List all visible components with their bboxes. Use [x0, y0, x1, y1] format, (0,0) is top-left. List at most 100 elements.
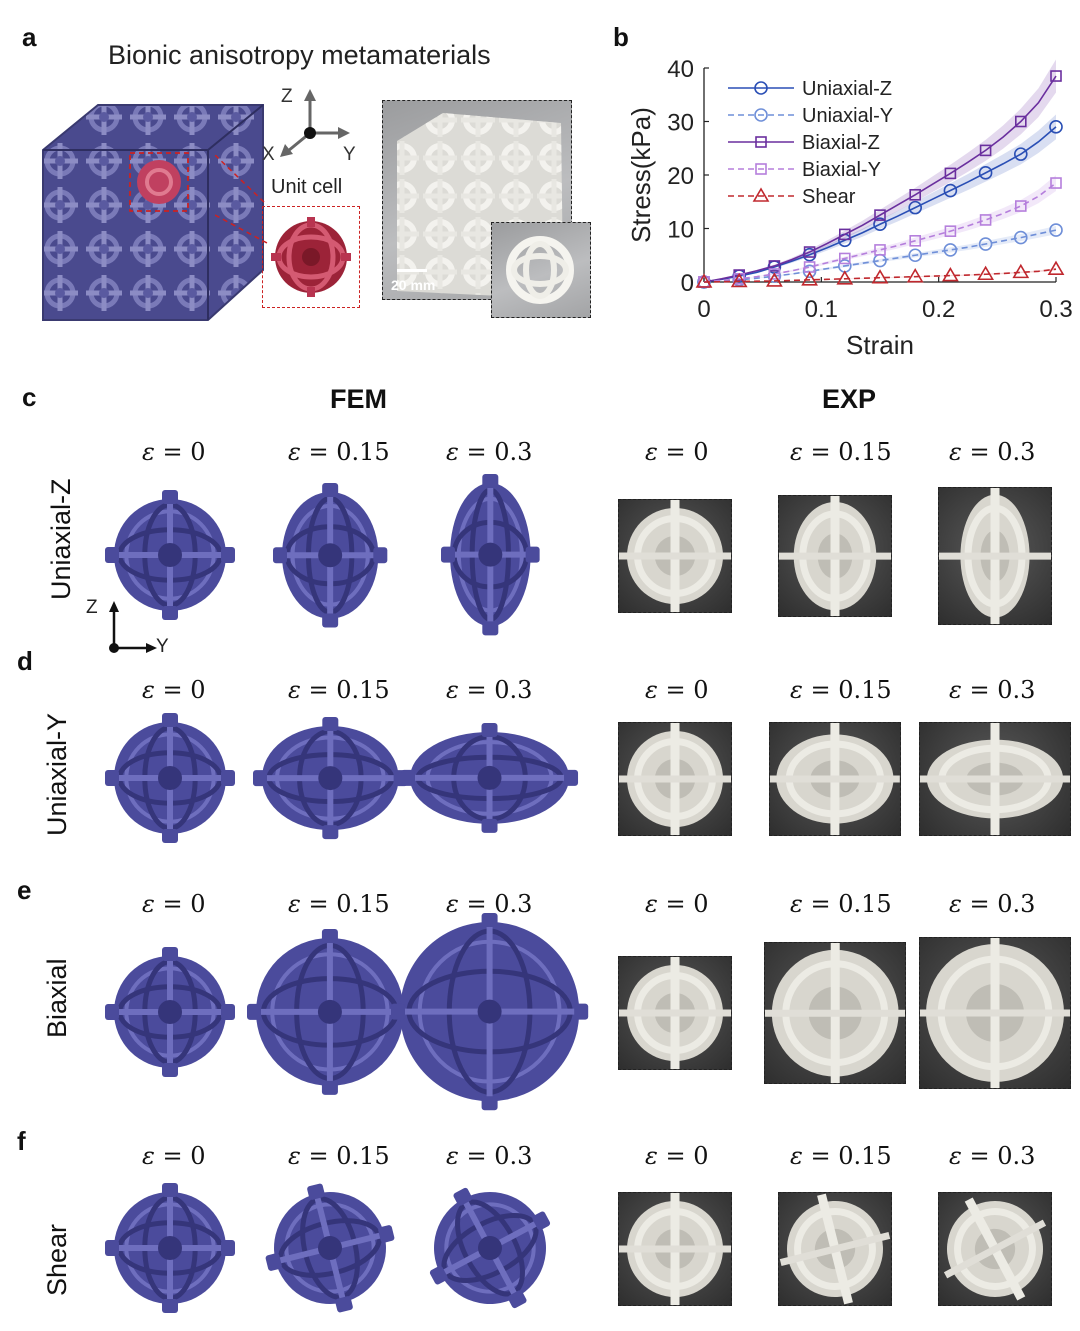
data-point	[977, 265, 994, 281]
zy-axis-indicator	[109, 601, 157, 653]
strain-label: ε = 0.15	[790, 438, 892, 466]
data-point	[801, 271, 818, 286]
data-point	[695, 273, 713, 288]
fem-unit-cell	[401, 723, 579, 833]
fem-unit-cell	[105, 490, 235, 620]
series-line	[703, 75, 1057, 283]
strain-label: ε = 0.15	[288, 438, 390, 466]
legend-label: Uniaxial-Y	[802, 105, 893, 127]
lattice-cube-render	[42, 104, 264, 321]
y-tick-label: 40	[667, 56, 694, 83]
row-label-biaxial: Biaxial	[42, 958, 72, 1038]
exp-photo	[769, 722, 901, 836]
y-tick-label: 0	[681, 270, 694, 297]
fem-unit-cell	[105, 947, 235, 1077]
mini-axis-z-label: Z	[86, 597, 98, 618]
fem-unit-cell	[265, 1183, 395, 1313]
data-point	[944, 167, 957, 180]
panel-label-e: e	[17, 875, 32, 905]
fem-unit-cell	[247, 929, 413, 1095]
strain-label: ε = 0.3	[446, 1142, 533, 1170]
row-label-uniaxial-z: Uniaxial-Z	[46, 478, 76, 600]
strain-label: ε = 0	[142, 676, 206, 704]
data-point	[1014, 115, 1027, 128]
legend-label: Shear	[802, 186, 856, 208]
strain-label: ε = 0.3	[446, 676, 533, 704]
series-line	[703, 268, 1057, 283]
exp-photo	[763, 941, 907, 1085]
legend-marker	[755, 163, 767, 175]
data-point	[839, 252, 851, 265]
strain-label: ε = 0.15	[288, 1142, 390, 1170]
data-point	[908, 248, 923, 263]
panel-label-b: b	[613, 22, 629, 52]
fem-unit-cell	[105, 1183, 235, 1313]
strain-label: ε = 0	[142, 438, 206, 466]
x-axis-label: Strain	[846, 330, 914, 360]
data-point	[1013, 147, 1028, 161]
unit-cell-inset	[262, 206, 360, 308]
scale-bar-label: 20 mm	[391, 277, 436, 293]
fem-unit-cell	[429, 1187, 551, 1309]
strain-label: ε = 0.3	[949, 1142, 1036, 1170]
data-point	[803, 246, 816, 258]
x-tick-label: 0.1	[805, 296, 838, 323]
strain-label: ε = 0.3	[949, 890, 1036, 918]
data-point	[1049, 120, 1063, 134]
row-label-shear: Shear	[42, 1223, 72, 1296]
panel-label-a: a	[22, 22, 37, 52]
strain-label: ε = 0.15	[288, 676, 390, 704]
strain-label: ε = 0.15	[790, 890, 892, 918]
data-point	[908, 200, 923, 215]
data-point	[730, 272, 748, 288]
strain-label: ε = 0.15	[790, 676, 892, 704]
exp-photo	[919, 722, 1071, 836]
data-point	[1012, 263, 1030, 279]
unit-cell-label: Unit cell	[271, 176, 343, 198]
data-point	[768, 268, 781, 280]
data-point	[943, 183, 958, 198]
strain-label: ε = 0	[142, 890, 206, 918]
fem-unit-cell	[105, 713, 235, 843]
data-point	[802, 264, 817, 279]
data-point	[767, 269, 782, 283]
exp-photo	[778, 494, 892, 618]
data-point	[942, 266, 959, 282]
data-point	[906, 268, 924, 283]
legend-label: Biaxial-Y	[802, 159, 881, 181]
fem-unit-cell	[440, 474, 540, 636]
panel-label-c: c	[22, 382, 37, 412]
legend-marker	[754, 108, 768, 122]
legend-label: Biaxial-Z	[802, 132, 880, 154]
strain-label: ε = 0	[142, 1142, 206, 1170]
printed-unit-cell-photo	[491, 222, 591, 318]
series-uniaxial-y	[697, 223, 1063, 289]
y-tick-label: 30	[667, 110, 694, 137]
data-point	[1013, 230, 1028, 245]
data-point	[979, 144, 992, 157]
data-point	[874, 209, 886, 221]
data-point	[979, 214, 992, 226]
x-tick-label: 0.3	[1039, 296, 1072, 323]
series-biaxial-y	[698, 175, 1062, 288]
strain-label: ε = 0	[645, 890, 709, 918]
series-shear	[695, 260, 1065, 288]
unit-cell-render	[271, 217, 351, 297]
series-line	[703, 182, 1057, 283]
strain-label: ε = 0.3	[446, 438, 533, 466]
panel-a-title: Bionic anisotropy metamaterials	[108, 40, 491, 70]
data-point	[1049, 223, 1063, 237]
exp-photo	[778, 1192, 892, 1306]
data-point	[909, 188, 922, 201]
series-line	[703, 126, 1057, 283]
stress-strain-chart: 0 10 20 30 40 0 0.1 0.2 0.3 Strain Stress(kPa) Unia…	[626, 56, 1073, 360]
strain-label: ε = 0.3	[446, 890, 533, 918]
printed-lattice-photo: 20 mm	[382, 100, 572, 300]
x-tick-label: 0	[697, 296, 710, 323]
data-point	[836, 270, 854, 285]
data-point	[978, 237, 993, 251]
strain-label: ε = 0	[645, 1142, 709, 1170]
data-point	[766, 272, 783, 287]
data-point	[943, 243, 958, 257]
row-label-uniaxial-y: Uniaxial-Y	[42, 712, 72, 836]
